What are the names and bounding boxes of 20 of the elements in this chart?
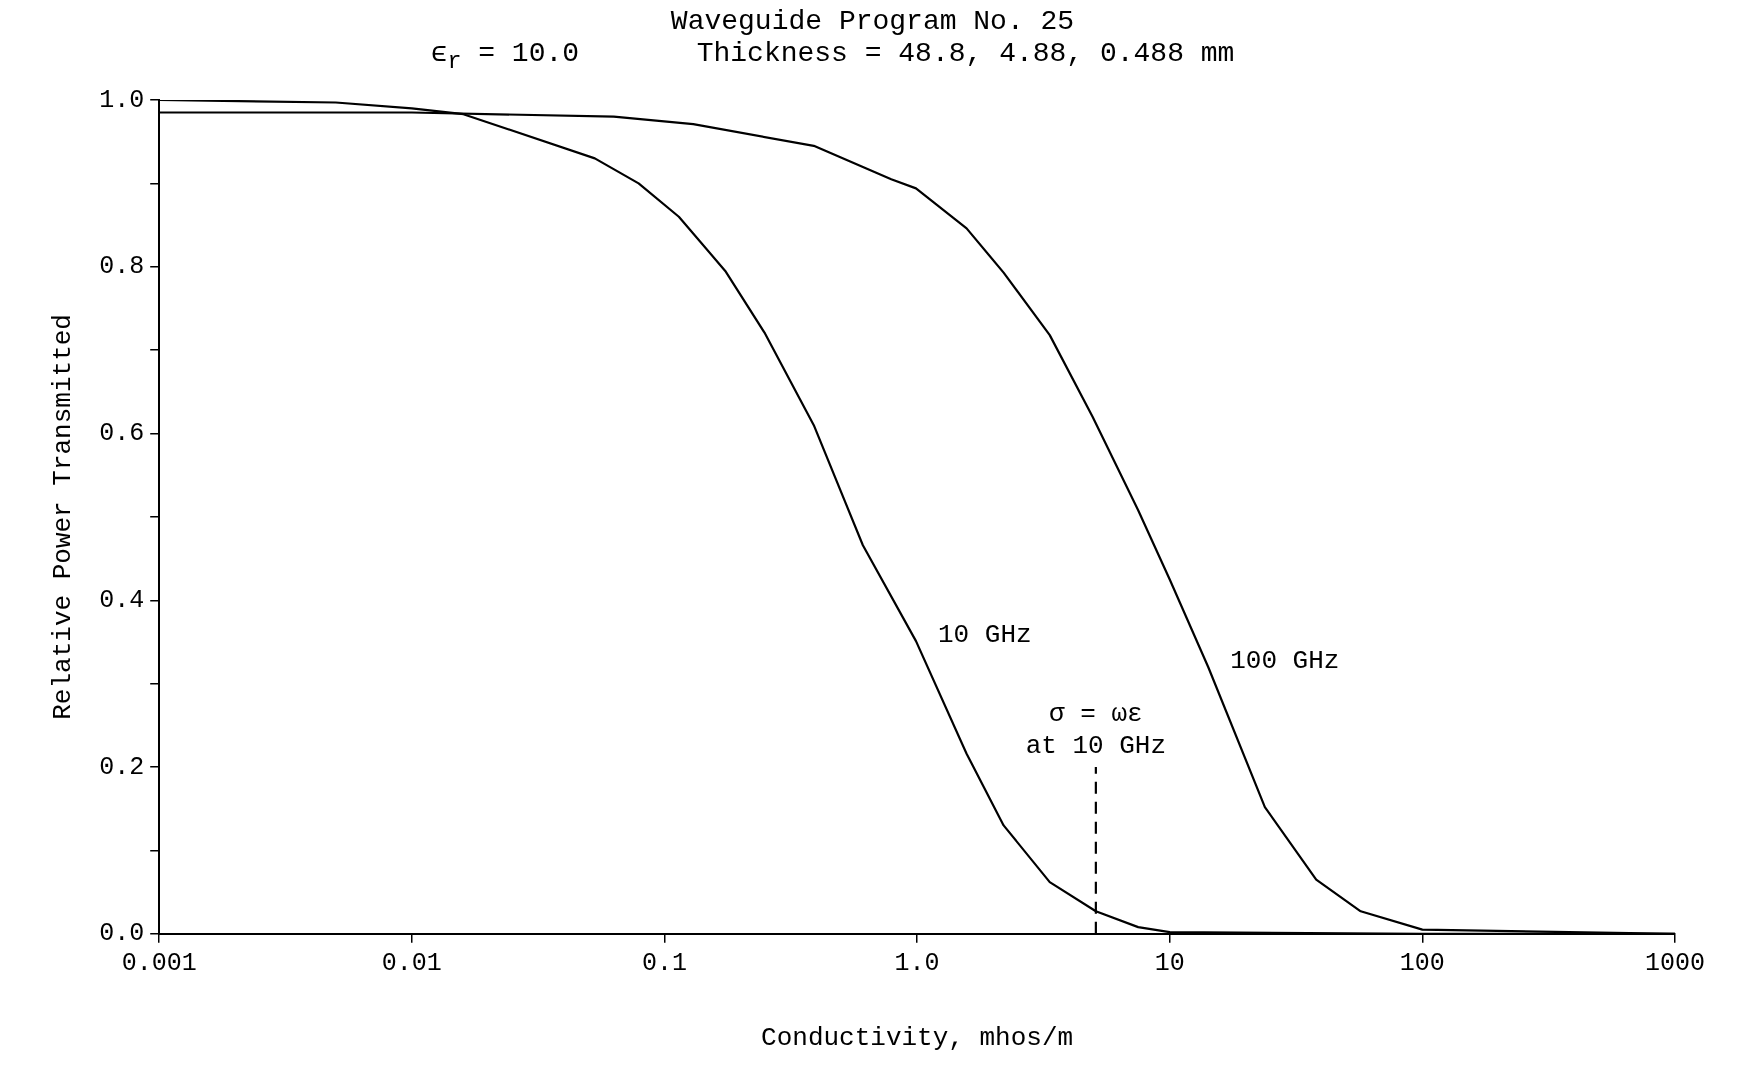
y-tick-label: 0.8	[99, 252, 145, 282]
series-label: 10 GHz	[938, 620, 1032, 651]
x-tick-label: 10	[1154, 949, 1185, 979]
x-tick-label: 0.001	[121, 949, 197, 979]
series-label: 100 GHz	[1230, 645, 1340, 676]
x-tick-label: 1.0	[894, 949, 940, 979]
chart-subtitle: ϵ$_{r}$ = 10.0 Thickness = 48.8, 4.88, 0.488 mm	[429, 38, 1236, 75]
x-tick-label: 1000	[1644, 949, 1706, 979]
x-tick-label: 100	[1399, 949, 1445, 979]
y-tick-label: 0.6	[99, 419, 145, 449]
chart-title: Waveguide Program No. 25	[669, 6, 1076, 37]
y-tick-label: 0.4	[99, 585, 145, 615]
y-tick-label: 1.0	[99, 85, 145, 115]
y-tick-label: 0.2	[99, 752, 145, 782]
x-tick-label: 0.01	[381, 949, 442, 979]
y-tick-label: 0.0	[99, 919, 145, 949]
x-tick-label: 0.1	[641, 949, 687, 979]
y-axis-title: Relative Power Transmitted	[48, 314, 79, 720]
annotation: σ = ωε at 10 GHz	[1025, 698, 1167, 761]
x-axis-title: Conductivity, mhos/m	[761, 1023, 1074, 1054]
